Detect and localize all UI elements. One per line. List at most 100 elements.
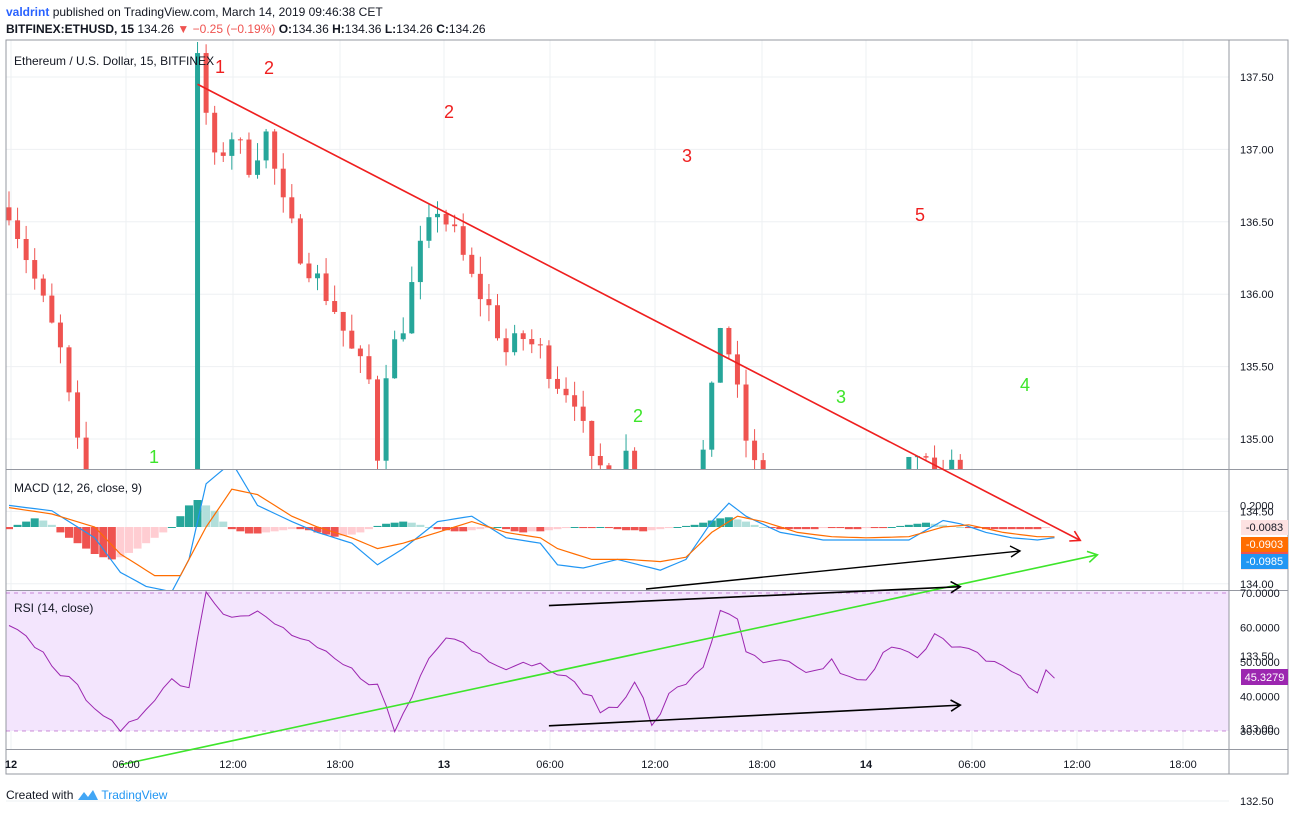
wave-label-green: 1 <box>149 447 159 467</box>
price-axis-label: 133.00 <box>1240 724 1274 736</box>
macd-histogram-bar <box>553 527 562 530</box>
candle-body <box>83 437 89 469</box>
macd-divergence-line <box>645 550 1021 590</box>
macd-axis-label: 0.2000 <box>1240 500 1274 512</box>
rsi-divergence-line <box>548 704 961 727</box>
candle-body <box>246 139 252 175</box>
candle-body <box>6 207 12 221</box>
macd-histogram-bar <box>613 527 622 530</box>
macd-histogram-bar <box>1033 527 1042 530</box>
candle-body <box>417 240 423 283</box>
candle-body <box>889 481 894 494</box>
price-axis-label: 134.00 <box>1240 579 1274 591</box>
candle-body <box>846 522 851 523</box>
price-low-trendline-arrow-icon <box>950 580 962 594</box>
low-label: L: <box>384 22 397 36</box>
rsi-axis-label: 30.0000 <box>1240 726 1280 738</box>
macd-histogram-bar <box>716 518 725 527</box>
candle-body <box>795 487 800 499</box>
candle-body <box>306 263 312 279</box>
candle-body <box>272 131 278 169</box>
macd-histogram-bar <box>142 527 151 544</box>
candle-body <box>589 420 595 456</box>
macd-histogram-bar <box>767 527 776 529</box>
macd-histogram-bar <box>107 527 116 560</box>
candle-body <box>658 542 663 586</box>
macd-histogram-bar <box>647 527 656 531</box>
author-link[interactable]: valdrint <box>6 5 50 19</box>
candle-body <box>315 273 321 279</box>
candle-body <box>452 224 458 227</box>
macd-histogram-bar <box>22 521 31 527</box>
candle-body <box>297 218 303 264</box>
candle-body <box>641 485 646 504</box>
macd-histogram-bar <box>956 527 965 528</box>
candle-body <box>503 338 509 353</box>
candle-body <box>881 495 886 542</box>
macd-pane-title: MACD (12, 26, close, 9) <box>14 481 142 495</box>
macd-histogram-bar <box>673 527 682 528</box>
candle-body <box>838 505 843 522</box>
macd-histogram-bar <box>382 523 391 527</box>
macd-histogram-bar <box>433 527 442 530</box>
candle-body <box>195 53 201 469</box>
macd-histogram-bar <box>424 527 433 528</box>
macd-histogram-bar <box>664 527 673 529</box>
rsi-divergence-line-arrow-icon <box>950 699 962 712</box>
candle-body <box>392 339 398 379</box>
candle-body <box>1009 515 1014 518</box>
candle-body <box>606 465 612 469</box>
candle-body <box>1001 501 1006 518</box>
candle-body <box>537 344 543 346</box>
macd-histogram-bar <box>639 527 648 532</box>
candle-body <box>135 728 140 754</box>
macd-histogram-bar <box>167 527 176 528</box>
macd-histogram-bar <box>810 527 819 530</box>
macd-histogram-bar <box>116 527 125 558</box>
macd-histogram-bar <box>656 527 665 530</box>
candle-body <box>572 395 578 407</box>
macd-histogram-bar <box>339 527 348 536</box>
macd-histogram-bar <box>13 524 22 527</box>
symbol-label: BITFINEX:ETHUSD, 15 <box>6 22 135 36</box>
rsi-value-label-tag <box>1241 669 1288 685</box>
candle-body <box>786 487 791 493</box>
candle-body <box>49 295 55 323</box>
macd-histogram-bar <box>990 527 999 530</box>
macd-histogram-bar <box>604 527 613 529</box>
macd-histogram-bar <box>150 527 159 538</box>
time-axis-label: 18:00 <box>748 759 776 771</box>
macd-histogram-bar <box>322 527 331 535</box>
macd-histogram-bar <box>707 520 716 527</box>
macd-histogram-bar <box>313 527 322 533</box>
tradingview-link[interactable]: TradingView <box>101 788 168 802</box>
macd-histogram-bar <box>253 527 262 534</box>
rsi-axis-label: 50.0000 <box>1240 657 1280 669</box>
macd-histogram-bar <box>364 527 373 530</box>
macd-histogram-bar <box>1007 527 1016 530</box>
macd-histogram-bar <box>442 527 451 531</box>
open-label: O: <box>278 22 293 36</box>
macd-histogram-bar <box>236 527 245 532</box>
macd-histogram-bar <box>510 527 519 532</box>
macd-histogram-bar <box>827 527 836 529</box>
candle-body <box>778 493 783 497</box>
candle-body <box>684 528 689 534</box>
candle-body <box>220 152 226 156</box>
resistance-trendline <box>197 83 1081 542</box>
candle-body <box>520 333 526 340</box>
high-label: H: <box>332 22 345 36</box>
candle-body <box>212 112 218 153</box>
macd-histogram-bar <box>570 527 579 528</box>
candle-body <box>941 471 946 485</box>
candle-body <box>263 131 269 161</box>
candle-body <box>486 299 492 306</box>
macd-histogram-bar <box>407 522 416 527</box>
candle-body <box>615 471 620 480</box>
macd-histogram-bar <box>579 527 588 529</box>
rsi-axis-label: 60.0000 <box>1240 623 1280 635</box>
candle-body <box>229 139 235 156</box>
macd-histogram-bar <box>904 524 913 527</box>
candle-body <box>435 213 440 218</box>
